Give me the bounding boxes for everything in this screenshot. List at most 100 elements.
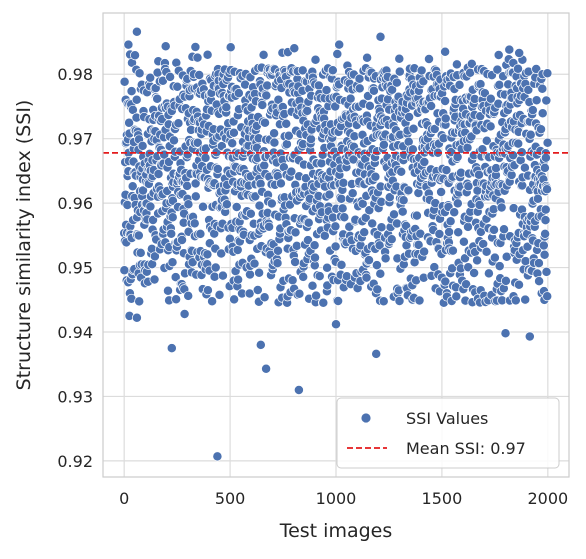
data-point xyxy=(413,239,424,250)
data-point xyxy=(306,134,316,145)
data-point xyxy=(190,191,201,202)
data-point xyxy=(336,193,347,204)
data-point xyxy=(294,288,305,299)
x-tick-label: 1500 xyxy=(422,489,463,508)
data-point xyxy=(540,228,551,239)
data-point xyxy=(481,246,492,257)
data-point xyxy=(332,49,343,59)
data-point xyxy=(541,95,552,106)
data-point xyxy=(389,209,399,220)
data-point xyxy=(275,178,286,189)
data-point xyxy=(130,50,140,61)
data-point xyxy=(194,70,205,80)
data-point xyxy=(474,200,485,210)
data-point xyxy=(451,59,462,70)
data-point xyxy=(286,166,297,177)
data-point xyxy=(440,96,451,106)
data-point xyxy=(394,296,405,306)
data-point xyxy=(541,266,552,277)
data-point xyxy=(349,131,360,142)
data-point xyxy=(416,65,427,76)
data-point xyxy=(252,285,263,295)
data-point xyxy=(289,43,300,54)
data-point xyxy=(458,236,469,247)
y-tick-label: 0.96 xyxy=(57,194,93,213)
data-point xyxy=(330,221,341,232)
data-point xyxy=(198,201,208,212)
data-point xyxy=(214,289,225,300)
data-point xyxy=(537,83,548,94)
data-point xyxy=(488,204,499,215)
data-point xyxy=(418,76,429,87)
x-axis-title: Test images xyxy=(279,520,393,542)
data-point xyxy=(441,165,452,176)
y-tick-label: 0.97 xyxy=(57,130,93,149)
data-point xyxy=(134,296,145,307)
data-point xyxy=(523,84,534,95)
data-point xyxy=(291,240,302,251)
data-point xyxy=(463,181,474,192)
data-point xyxy=(244,288,255,299)
data-point xyxy=(364,205,375,216)
data-point xyxy=(302,105,313,116)
data-point xyxy=(254,267,265,278)
data-point xyxy=(444,227,455,237)
data-point xyxy=(183,199,194,210)
data-point xyxy=(254,200,265,211)
data-point xyxy=(153,169,164,179)
data-point xyxy=(440,113,451,124)
data-point xyxy=(474,169,484,180)
data-point xyxy=(322,262,333,273)
data-point xyxy=(347,188,358,199)
legend: SSI Values Mean SSI: 0.97 xyxy=(336,397,560,469)
data-point xyxy=(261,90,272,101)
data-point xyxy=(124,117,135,128)
data-point xyxy=(321,85,332,96)
data-point xyxy=(371,260,382,271)
data-point xyxy=(209,271,220,282)
data-point xyxy=(337,203,348,214)
data-point xyxy=(327,65,338,76)
data-point xyxy=(419,246,430,257)
data-point xyxy=(192,52,203,63)
x-tick-label: 0 xyxy=(119,489,129,508)
data-point xyxy=(311,290,322,301)
data-point xyxy=(542,68,553,79)
data-point xyxy=(513,63,523,74)
data-point xyxy=(475,79,486,90)
data-point xyxy=(259,160,270,171)
data-point xyxy=(189,218,200,229)
data-point xyxy=(527,105,538,116)
legend-label-ssi: SSI Values xyxy=(406,409,488,428)
data-point xyxy=(407,144,418,155)
data-point xyxy=(542,291,553,302)
data-point xyxy=(287,275,298,286)
data-point xyxy=(319,230,330,241)
data-point xyxy=(513,138,524,149)
data-point xyxy=(375,268,386,279)
data-point xyxy=(216,248,227,259)
data-point xyxy=(522,241,533,252)
data-point xyxy=(472,255,483,266)
data-point xyxy=(202,285,213,296)
data-point xyxy=(339,212,350,223)
data-point xyxy=(316,158,327,169)
data-point xyxy=(411,210,422,221)
data-point xyxy=(538,240,549,251)
data-point xyxy=(333,296,344,306)
data-point xyxy=(426,101,437,111)
scatter-points xyxy=(119,26,553,462)
data-point xyxy=(266,198,277,209)
data-point xyxy=(404,112,415,122)
y-tick-label: 0.95 xyxy=(57,259,93,278)
data-point xyxy=(169,135,179,146)
data-point xyxy=(122,200,133,210)
data-point xyxy=(123,39,134,50)
data-point xyxy=(281,139,292,150)
y-tick-label: 0.98 xyxy=(57,65,93,84)
data-point xyxy=(461,279,472,290)
data-point xyxy=(172,81,183,92)
data-point xyxy=(262,80,273,91)
data-point xyxy=(540,215,551,226)
